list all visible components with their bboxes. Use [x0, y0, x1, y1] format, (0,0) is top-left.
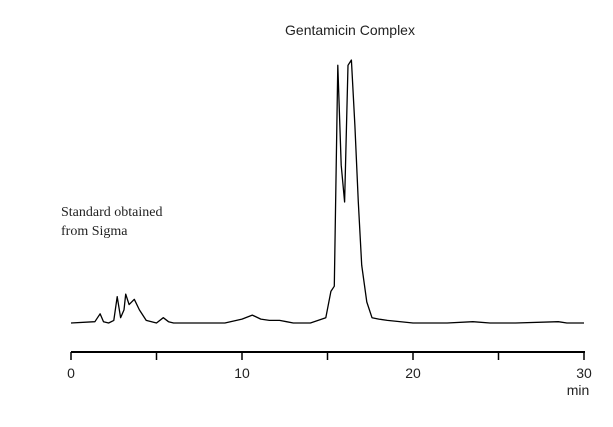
x-axis-ticks	[70, 352, 585, 360]
x-tick-label: 30	[576, 365, 592, 381]
x-tick-label: 0	[67, 365, 75, 381]
note-line-1: Standard obtained	[61, 205, 163, 220]
sample-note: Standard obtained from Sigma	[61, 203, 162, 241]
chromatogram-trace	[70, 59, 584, 324]
x-tick-label: 20	[405, 365, 421, 381]
x-axis-tick-labels: 0 10 20 30	[67, 365, 592, 381]
peak-annotation: Gentamicin Complex	[285, 22, 415, 38]
x-axis-label: min	[567, 382, 590, 398]
x-tick-label: 10	[234, 365, 250, 381]
note-line-2: from Sigma	[61, 224, 128, 239]
